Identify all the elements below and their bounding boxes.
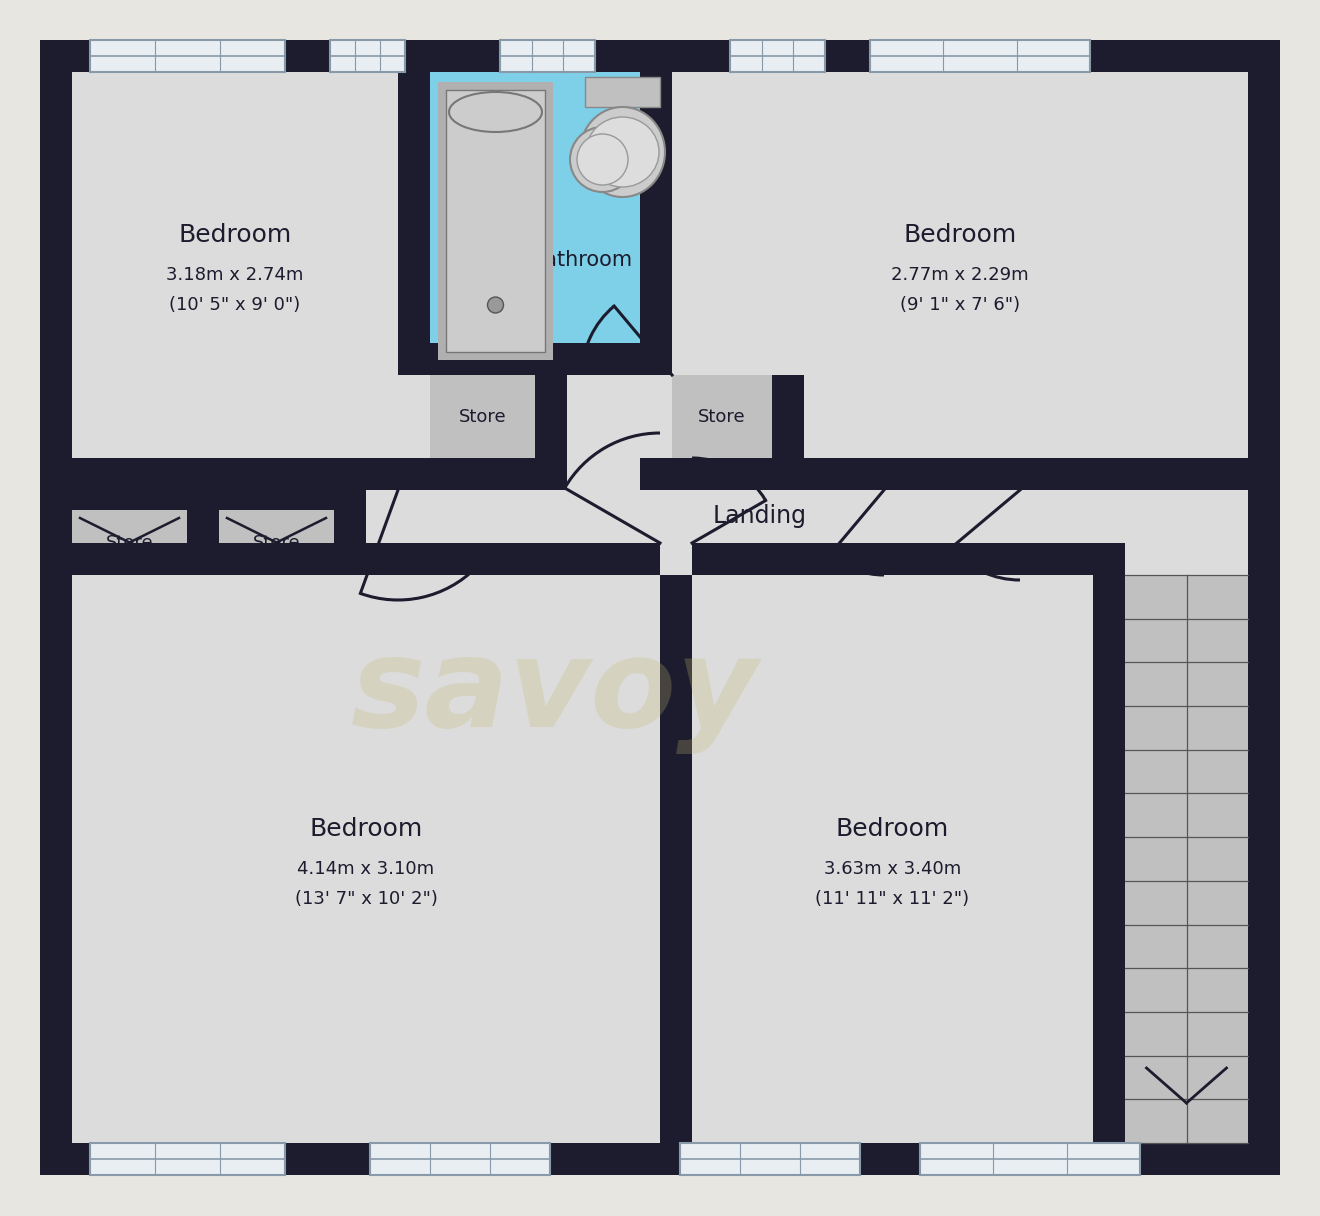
Bar: [90, 1143, 285, 1175]
Bar: [219, 510, 334, 575]
Bar: [330, 40, 405, 72]
Text: Store: Store: [698, 407, 746, 426]
Bar: [90, 40, 285, 72]
Bar: [692, 544, 1093, 575]
Ellipse shape: [579, 107, 665, 197]
Bar: [334, 478, 366, 575]
Bar: [870, 40, 1090, 72]
Text: Bedroom: Bedroom: [309, 817, 422, 841]
Bar: [500, 40, 595, 72]
Bar: [73, 510, 187, 575]
Bar: [438, 81, 553, 360]
Text: (13' 7" x 10' 2"): (13' 7" x 10' 2"): [294, 890, 437, 908]
Text: 4.14m x 3.10m: 4.14m x 3.10m: [297, 860, 434, 878]
Bar: [40, 458, 430, 490]
Bar: [399, 40, 430, 375]
Text: savoy: savoy: [351, 632, 758, 754]
Bar: [1093, 575, 1247, 1143]
Text: (11' 11" x 11' 2"): (11' 11" x 11' 2"): [816, 890, 970, 908]
Bar: [73, 72, 1247, 1143]
Text: Store: Store: [458, 407, 507, 426]
Bar: [90, 40, 285, 72]
Text: Bathroom: Bathroom: [529, 249, 632, 270]
Bar: [500, 40, 595, 72]
Bar: [920, 1143, 1140, 1175]
Bar: [40, 544, 660, 575]
Text: Landing: Landing: [713, 505, 807, 529]
Bar: [40, 1143, 1280, 1175]
Text: (10' 5" x 9' 0"): (10' 5" x 9' 0"): [169, 295, 301, 314]
Bar: [1247, 40, 1280, 1175]
Bar: [772, 375, 804, 490]
Bar: [399, 343, 672, 375]
Bar: [40, 40, 1280, 72]
Bar: [870, 40, 1090, 72]
Bar: [730, 40, 825, 72]
Bar: [40, 478, 366, 510]
Circle shape: [487, 297, 503, 313]
Bar: [730, 40, 825, 72]
Text: Store: Store: [106, 534, 153, 552]
Bar: [370, 1143, 550, 1175]
Text: Bedroom: Bedroom: [178, 223, 292, 247]
Bar: [187, 478, 219, 575]
Bar: [920, 1143, 1140, 1175]
Text: 3.63m x 3.40m: 3.63m x 3.40m: [824, 860, 961, 878]
Text: (9' 1" x 7' 6"): (9' 1" x 7' 6"): [900, 295, 1020, 314]
Bar: [446, 90, 545, 351]
Bar: [430, 458, 568, 490]
Text: 3.18m x 2.74m: 3.18m x 2.74m: [166, 266, 304, 285]
Bar: [330, 40, 405, 72]
Bar: [680, 1143, 861, 1175]
Bar: [672, 458, 804, 490]
Bar: [370, 1143, 550, 1175]
Ellipse shape: [570, 126, 635, 192]
Ellipse shape: [577, 134, 628, 185]
Bar: [672, 375, 772, 458]
Bar: [430, 72, 672, 375]
Bar: [535, 375, 568, 490]
Bar: [680, 1143, 861, 1175]
Text: Store: Store: [252, 534, 301, 552]
Bar: [660, 575, 692, 1175]
Text: Bedroom: Bedroom: [836, 817, 949, 841]
Bar: [90, 1143, 285, 1175]
Bar: [1093, 544, 1125, 1175]
Ellipse shape: [586, 117, 659, 187]
Bar: [640, 40, 672, 375]
Ellipse shape: [449, 92, 543, 133]
Bar: [640, 458, 1280, 490]
Text: Bedroom: Bedroom: [903, 223, 1016, 247]
Bar: [585, 77, 660, 107]
Bar: [430, 375, 535, 458]
Bar: [40, 40, 73, 1175]
Text: 2.77m x 2.29m: 2.77m x 2.29m: [891, 266, 1028, 285]
